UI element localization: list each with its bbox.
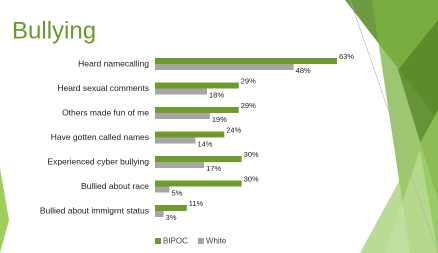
value-label: 30%: [244, 150, 259, 159]
value-label: 29%: [241, 76, 256, 85]
value-label: 63%: [339, 52, 354, 61]
category-label: Heard sexual comments: [57, 83, 149, 93]
value-label: 11%: [189, 199, 204, 208]
category-label: Bullied about race: [81, 181, 149, 191]
bar: [155, 181, 242, 187]
category-label: Experienced cyber bullying: [47, 156, 149, 166]
category-label: Heard namecalling: [78, 58, 149, 68]
bar: [155, 83, 239, 89]
slide: Bullying Heard namecalling 63% 48% Heard se…: [0, 0, 438, 253]
bar: [155, 89, 207, 95]
value-label: 17%: [206, 164, 221, 173]
value-label: 18%: [209, 90, 224, 99]
chart-title: Bullying: [12, 17, 96, 44]
value-label: 30%: [244, 174, 259, 183]
value-label: 24%: [226, 125, 241, 134]
bar: [155, 156, 242, 162]
bar: [155, 205, 187, 211]
category-label: Others made fun of me: [62, 107, 149, 117]
legend-label: BIPOC: [163, 237, 188, 246]
bar: [155, 64, 294, 70]
value-label: 5%: [171, 188, 182, 197]
value-label: 14%: [197, 139, 212, 148]
bar: [155, 162, 204, 168]
bar: [155, 113, 210, 119]
bar: [155, 211, 164, 217]
value-label: 3%: [166, 213, 177, 222]
value-label: 29%: [241, 101, 256, 110]
bar: [155, 132, 224, 138]
category-label: Have gotten called names: [51, 132, 149, 142]
legend-swatch: [198, 238, 204, 244]
legend-swatch: [155, 238, 161, 244]
bar: [155, 107, 239, 113]
category-label: Bullied about immigrnt status: [40, 205, 149, 215]
legend-label: White: [206, 237, 227, 246]
bar: [155, 187, 169, 193]
bar: [155, 58, 337, 64]
value-label: 48%: [296, 66, 311, 75]
value-label: 19%: [212, 115, 227, 124]
bar: [155, 138, 195, 144]
